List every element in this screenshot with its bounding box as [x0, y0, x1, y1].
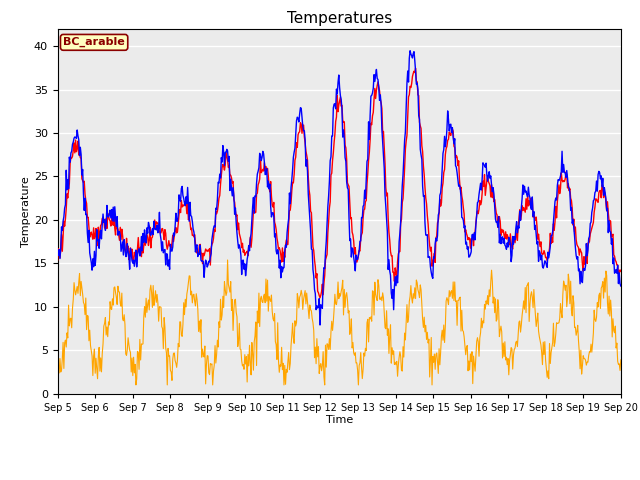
X-axis label: Time: Time [326, 415, 353, 425]
Y-axis label: Temperature: Temperature [21, 176, 31, 247]
Title: Temperatures: Temperatures [287, 11, 392, 26]
Text: BC_arable: BC_arable [63, 37, 125, 48]
